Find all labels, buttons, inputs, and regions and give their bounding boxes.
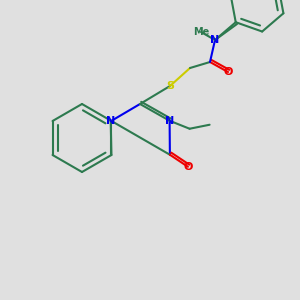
Text: N: N [165, 116, 174, 126]
Text: N: N [106, 116, 115, 126]
Text: S: S [166, 81, 174, 91]
Text: O: O [183, 162, 193, 172]
Text: O: O [223, 67, 233, 77]
Text: N: N [210, 35, 220, 45]
Text: Me: Me [193, 27, 209, 37]
